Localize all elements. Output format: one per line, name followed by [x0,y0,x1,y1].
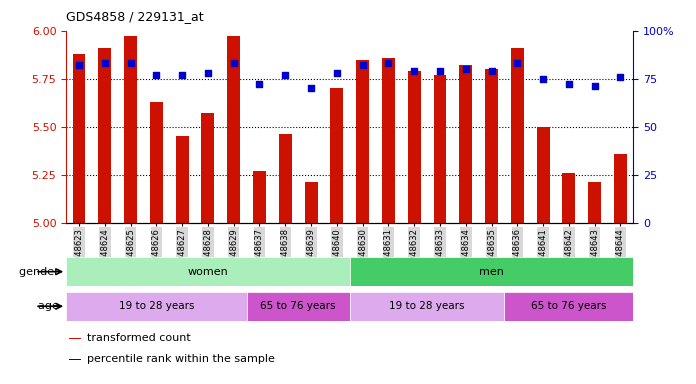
Bar [69,359,81,360]
Point [177,72,188,78]
Point [615,74,626,80]
Bar [350,257,633,286]
Bar [588,182,601,223]
Point [203,70,214,76]
Point [563,81,574,88]
Text: percentile rank within the sample: percentile rank within the sample [87,354,275,364]
Bar [228,36,240,223]
Point [280,72,291,78]
Point [486,68,497,74]
Text: women: women [187,266,228,277]
Bar [505,292,633,321]
Text: age: age [38,301,63,311]
Bar [305,182,317,223]
Bar [614,154,627,223]
Bar [511,48,524,223]
Bar [175,136,189,223]
Bar [279,134,292,223]
Bar [72,54,86,223]
Text: gender: gender [19,266,63,277]
Bar [66,257,350,286]
Bar [408,71,420,223]
Text: 65 to 76 years: 65 to 76 years [531,301,607,311]
Text: men: men [479,266,504,277]
Bar [382,58,395,223]
Bar [350,292,505,321]
Point [409,68,420,74]
Point [589,83,600,89]
Bar [150,102,163,223]
Text: 19 to 28 years: 19 to 28 years [389,301,465,311]
Bar [98,48,111,223]
Point [100,60,111,66]
Point [512,60,523,66]
Bar [66,292,246,321]
Bar [459,65,472,223]
Bar [253,171,266,223]
Bar [537,127,550,223]
Bar [331,88,343,223]
Point [228,60,239,66]
Bar [69,338,81,339]
Bar [124,36,137,223]
Point [357,62,368,68]
Text: transformed count: transformed count [87,333,191,343]
Point [125,60,136,66]
Point [537,76,548,82]
Bar [562,173,576,223]
Point [151,72,162,78]
Bar [434,75,446,223]
Bar [356,60,369,223]
Point [74,62,85,68]
Bar [246,292,350,321]
Bar [485,69,498,223]
Bar [201,113,214,223]
Point [306,85,317,91]
Text: 19 to 28 years: 19 to 28 years [118,301,194,311]
Point [331,70,342,76]
Point [383,60,394,66]
Text: GDS4858 / 229131_at: GDS4858 / 229131_at [66,10,204,23]
Text: 65 to 76 years: 65 to 76 years [260,301,336,311]
Point [254,81,265,88]
Point [434,68,445,74]
Point [460,66,471,72]
